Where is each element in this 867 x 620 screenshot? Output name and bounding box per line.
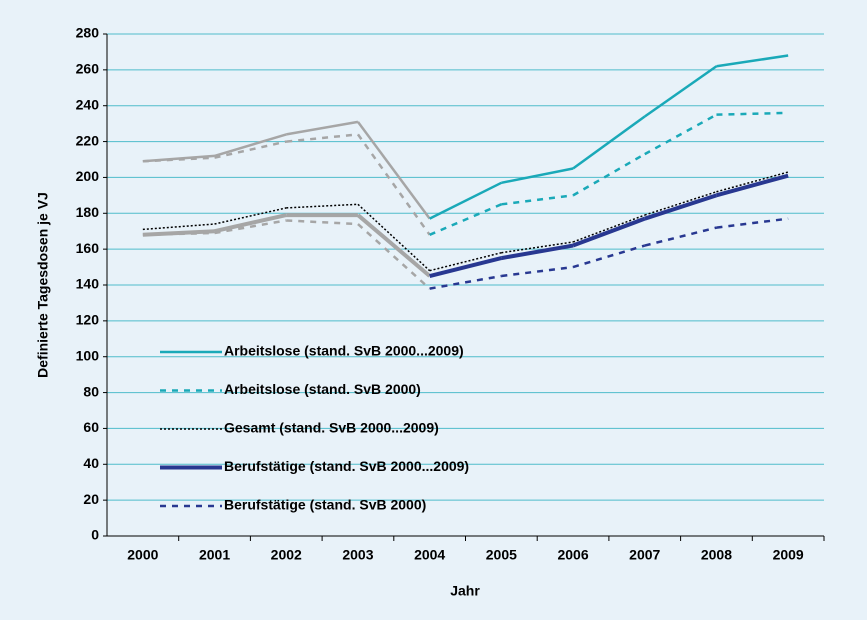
line-segment — [214, 140, 287, 159]
x-tick-label: 2004 — [414, 547, 445, 563]
y-tick-label: 220 — [76, 132, 100, 148]
x-tick-label: 2005 — [486, 547, 517, 563]
y-axis-label: Definierte Tagesdosen je VJ — [35, 192, 51, 378]
line-segment — [142, 154, 215, 163]
y-tick-label: 140 — [76, 276, 100, 292]
line-segment — [214, 133, 287, 158]
x-tick-label: 2009 — [773, 547, 804, 563]
y-tick-label: 20 — [83, 491, 99, 507]
y-tick-label: 280 — [76, 25, 100, 41]
line-segment — [286, 133, 359, 143]
line-segment — [357, 223, 431, 290]
y-tick-label: 40 — [83, 455, 99, 471]
line-segment — [644, 193, 718, 221]
line-segment — [716, 171, 789, 193]
line-segment — [644, 191, 717, 216]
legend-label: Berufstätige (stand. SvB 2000...2009) — [224, 458, 469, 474]
y-tick-label: 240 — [76, 96, 100, 112]
line-segment — [644, 113, 718, 156]
y-tick-label: 200 — [76, 168, 100, 184]
line-segment — [572, 244, 646, 269]
y-tick-label: 260 — [76, 61, 100, 77]
line-segment — [429, 203, 502, 236]
line-segment — [716, 54, 789, 68]
line-segment — [286, 120, 359, 136]
line-segment — [572, 214, 646, 243]
line-segment — [501, 194, 574, 206]
line-segment — [572, 115, 646, 170]
x-tick-label: 2008 — [701, 547, 732, 563]
line-segment — [357, 203, 431, 272]
y-tick-label: 80 — [83, 383, 99, 399]
y-tick-label: 60 — [83, 419, 99, 435]
legend-label: Berufstätige (stand. SvB 2000) — [224, 497, 426, 513]
x-tick-label: 2000 — [127, 547, 158, 563]
y-tick-label: 100 — [76, 347, 100, 363]
line-segment — [501, 241, 574, 254]
x-tick-label: 2001 — [199, 547, 230, 563]
line-segment — [214, 213, 287, 234]
line-segment — [572, 153, 646, 197]
x-axis-label: Jahr — [450, 583, 480, 599]
line-segment — [356, 133, 431, 236]
line-segment — [644, 226, 717, 247]
line-segment — [142, 229, 215, 237]
y-tick-label: 120 — [76, 312, 100, 328]
line-segment — [501, 167, 574, 185]
line-segment — [356, 213, 431, 278]
legend-label: Arbeitslose (stand. SvB 2000) — [224, 381, 421, 397]
line-segment — [214, 207, 287, 225]
x-tick-label: 2002 — [271, 547, 302, 563]
x-tick-label: 2006 — [557, 547, 588, 563]
line-segment — [429, 256, 502, 278]
line-segment — [429, 181, 502, 220]
y-tick-label: 160 — [76, 240, 100, 256]
legend-label: Arbeitslose (stand. SvB 2000...2009) — [224, 343, 464, 359]
legend-label: Gesamt (stand. SvB 2000...2009) — [224, 420, 439, 436]
x-tick-label: 2007 — [629, 547, 660, 563]
line-segment — [572, 216, 646, 248]
line-segment — [501, 265, 574, 278]
line-segment — [715, 173, 789, 198]
line-segment — [644, 65, 718, 118]
y-tick-label: 0 — [91, 527, 99, 543]
line-segment — [716, 217, 789, 229]
line-segment — [429, 274, 502, 290]
x-tick-label: 2003 — [342, 547, 373, 563]
line-segment — [214, 219, 287, 235]
line-segment — [356, 121, 431, 220]
y-tick-label: 180 — [76, 204, 100, 220]
line-segment — [501, 243, 574, 261]
line-segment — [429, 252, 502, 272]
